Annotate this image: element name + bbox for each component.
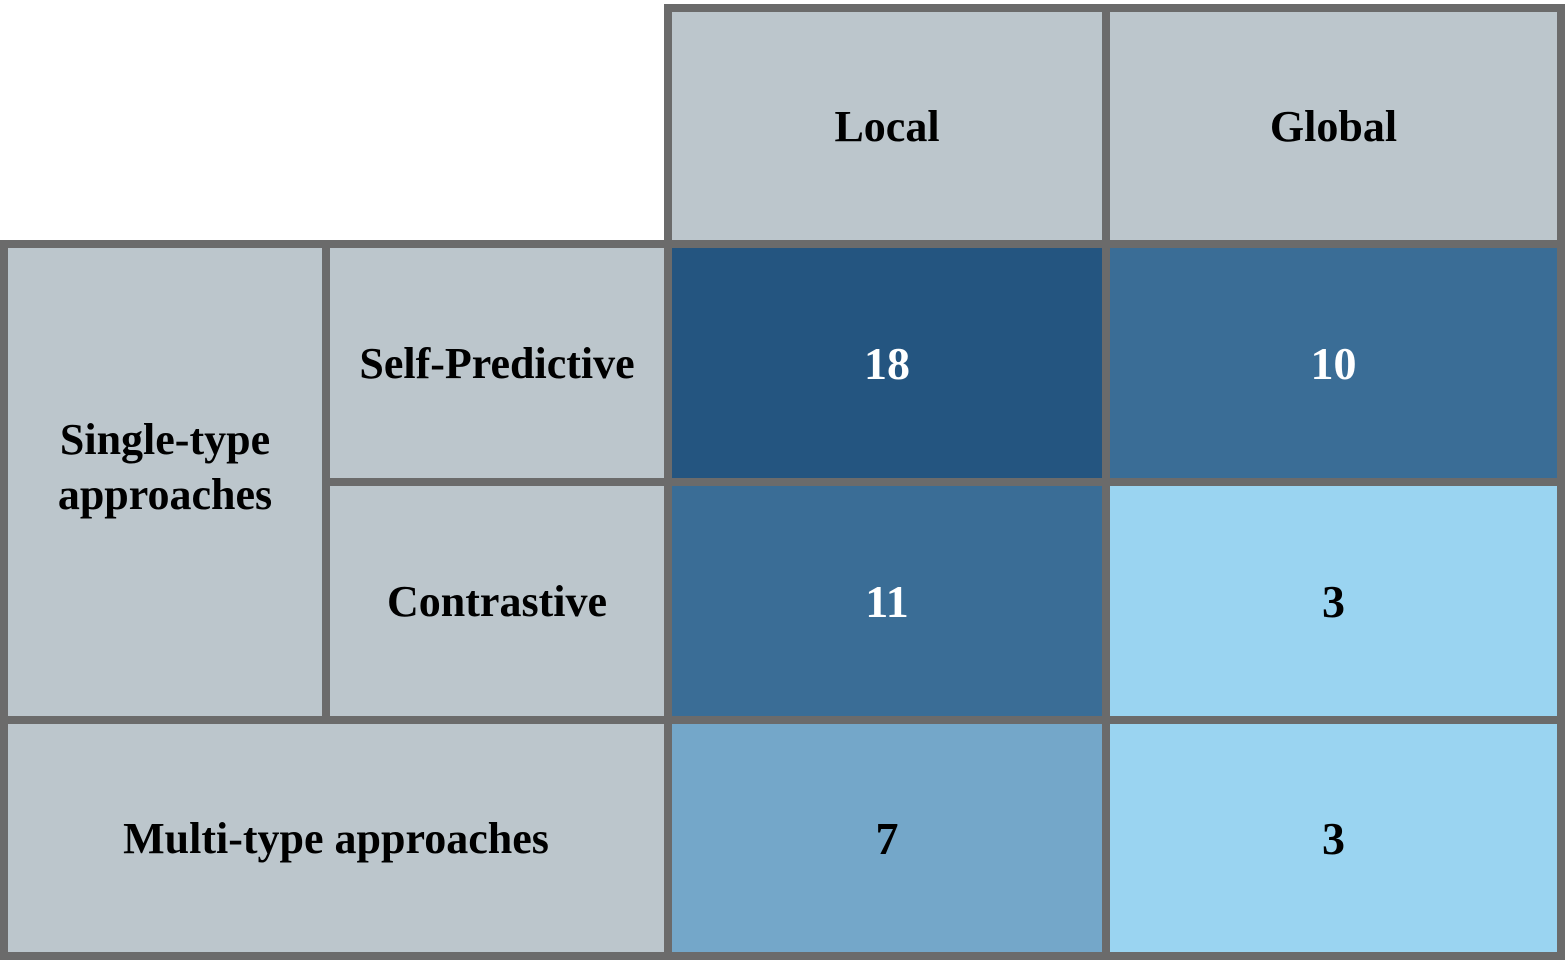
heatmap-cell-multi-type-global: 3	[1102, 716, 1565, 960]
heatmap-cell-self-predictive-global: 10	[1102, 240, 1565, 486]
heatmap-cell-contrastive-local: 11	[664, 478, 1110, 724]
heatmap-cell-contrastive-global: 3	[1102, 478, 1565, 724]
row-header-contrastive: Contrastive	[322, 478, 672, 724]
heatmap-cell-self-predictive-local: 18	[664, 240, 1110, 486]
heatmap-cell-multi-type-local: 7	[664, 716, 1110, 960]
column-header-global: Global	[1102, 4, 1565, 248]
column-header-local: Local	[664, 4, 1110, 248]
row-header-self-predictive: Self-Predictive	[322, 240, 672, 486]
row-header-multi-type: Multi-type approaches	[0, 716, 672, 960]
row-group-single-type: Single-type approaches	[0, 240, 330, 724]
